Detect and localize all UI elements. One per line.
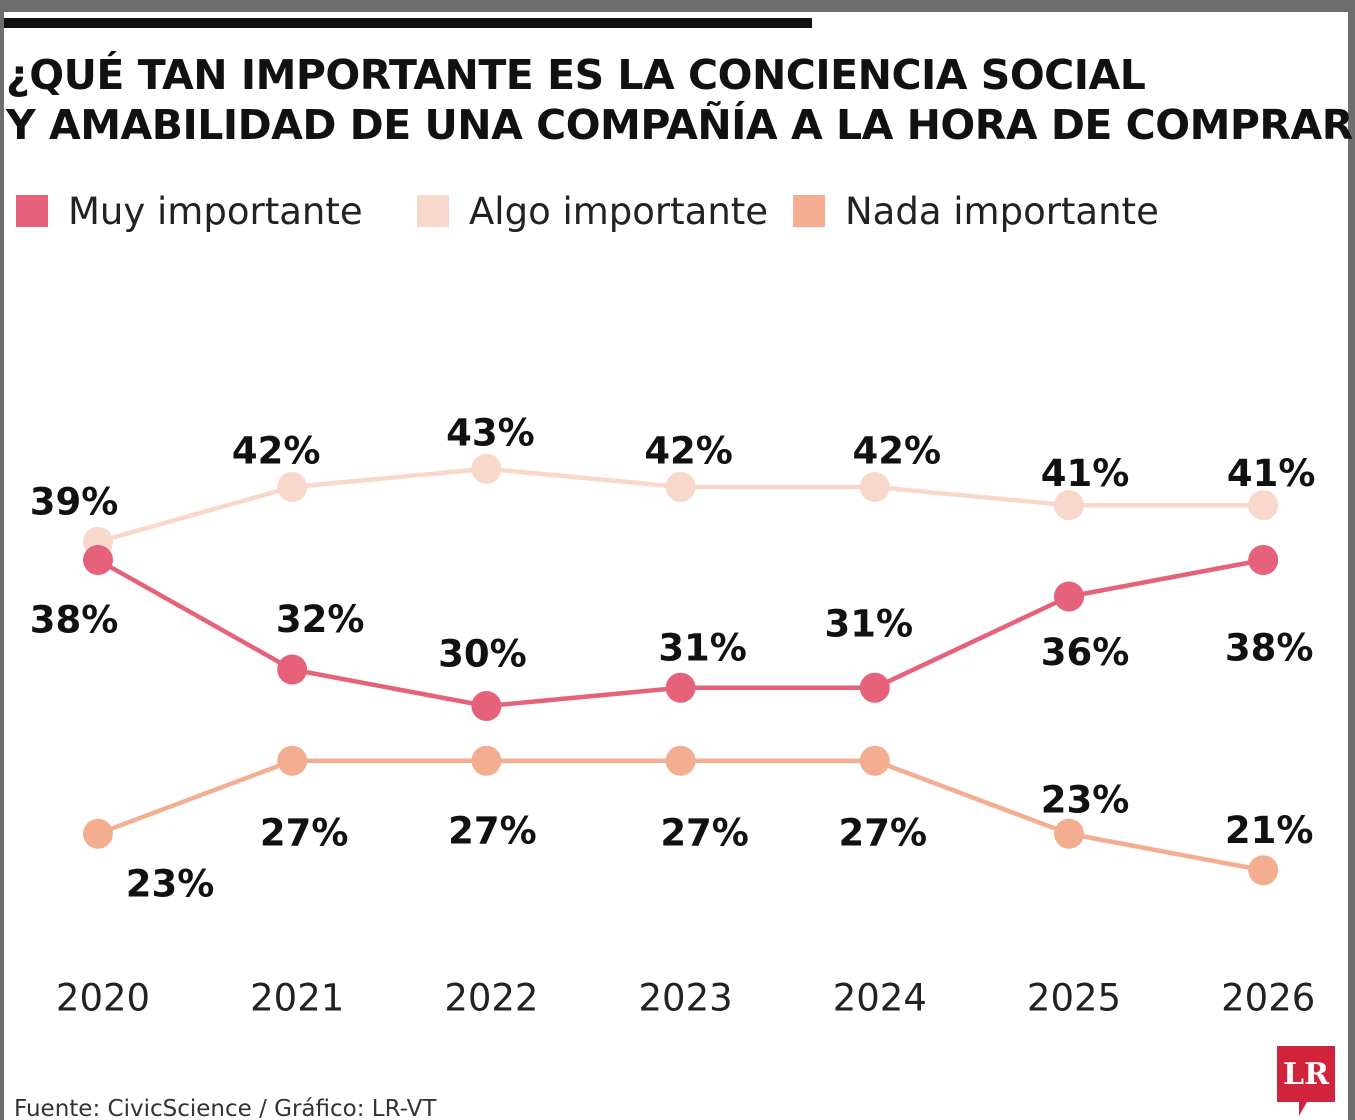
data-point-nada-importante-2023: [665, 745, 696, 776]
legend-item-algo-importante: Algo importante: [417, 186, 768, 236]
x-tick-label-2026: 2026: [1221, 977, 1315, 1020]
legend-swatch-nada-importante: [793, 195, 825, 227]
data-label-nada-importante-2020: 23%: [126, 862, 215, 905]
legend-item-muy-importante: Muy importante: [16, 186, 363, 236]
data-label-muy-importante-2021: 32%: [276, 598, 365, 641]
x-tick-label-2024: 2024: [833, 977, 927, 1020]
data-point-algo-importante-2024: [859, 472, 890, 502]
data-point-muy-importante-2026: [1248, 545, 1279, 575]
data-label-nada-importante-2021: 27%: [260, 811, 349, 854]
x-tick-label-2022: 2022: [444, 977, 538, 1020]
data-label-algo-importante-2020: 39%: [30, 480, 119, 523]
data-label-algo-importante-2022: 43%: [446, 411, 535, 454]
window-frame-right: [1348, 0, 1355, 1120]
legend-swatch-muy-importante: [16, 195, 48, 227]
chart-title-line-2: Y AMABILIDAD DE UNA COMPAÑÍA A LA HORA D…: [6, 101, 1355, 149]
legend-item-nada-importante: Nada importante: [793, 186, 1159, 236]
data-point-algo-importante-2026: [1248, 490, 1279, 521]
data-point-muy-importante-2023: [665, 672, 696, 703]
legend-label-nada-importante: Nada importante: [845, 189, 1159, 233]
data-point-muy-importante-2025: [1054, 581, 1084, 612]
title-accent-bar: [4, 18, 812, 28]
x-tick-label-2020: 2020: [56, 977, 150, 1020]
data-point-nada-importante-2020: [83, 818, 113, 849]
data-point-muy-importante-2022: [471, 691, 502, 721]
data-point-algo-importante-2021: [277, 472, 308, 502]
window-frame-left: [0, 0, 4, 1120]
x-tick-label-2025: 2025: [1027, 977, 1121, 1020]
data-point-nada-importante-2021: [277, 745, 308, 776]
data-point-muy-importante-2024: [859, 672, 890, 703]
data-label-muy-importante-2022: 30%: [438, 633, 527, 676]
data-label-muy-importante-2020: 38%: [30, 599, 119, 642]
legend-label-muy-importante: Muy importante: [68, 189, 363, 233]
window-frame-top: [0, 0, 1355, 12]
source-credit: Fuente: CivicScience / Gráfico: LR-VT: [14, 1096, 437, 1120]
data-label-muy-importante-2026: 38%: [1225, 627, 1314, 670]
data-label-algo-importante-2026: 41%: [1227, 452, 1316, 495]
data-point-algo-importante-2023: [665, 472, 696, 502]
data-point-muy-importante-2021: [277, 654, 308, 685]
chart-title-line-1: ¿QUÉ TAN IMPORTANTE ES LA CONCIENCIA SOC…: [6, 51, 1146, 99]
data-label-muy-importante-2025: 36%: [1041, 631, 1130, 674]
legend-swatch-algo-importante: [417, 195, 449, 227]
chart-legend: Muy importante Algo importante Nada impo…: [0, 186, 1340, 236]
data-point-nada-importante-2026: [1248, 855, 1279, 886]
data-label-nada-importante-2026: 21%: [1225, 809, 1314, 852]
data-point-muy-importante-2020: [83, 545, 113, 575]
data-label-algo-importante-2025: 41%: [1041, 452, 1130, 495]
lr-logo-text: LR: [1283, 1057, 1330, 1092]
data-point-nada-importante-2025: [1054, 818, 1084, 849]
data-label-nada-importante-2024: 27%: [839, 811, 928, 854]
data-label-muy-importante-2023: 31%: [658, 626, 747, 669]
data-label-nada-importante-2022: 27%: [448, 809, 537, 852]
lr-logo: LR: [1277, 1046, 1335, 1116]
data-point-nada-importante-2024: [859, 745, 890, 776]
chart-title: ¿QUÉ TAN IMPORTANTE ES LA CONCIENCIA SOC…: [6, 50, 1355, 150]
data-point-nada-importante-2022: [471, 745, 502, 776]
data-label-muy-importante-2024: 31%: [825, 602, 914, 645]
x-tick-label-2021: 2021: [250, 977, 344, 1020]
data-label-algo-importante-2023: 42%: [644, 430, 733, 473]
data-label-nada-importante-2025: 23%: [1041, 778, 1130, 821]
legend-label-algo-importante: Algo importante: [469, 189, 769, 233]
data-point-algo-importante-2025: [1054, 490, 1084, 521]
x-tick-label-2023: 2023: [639, 977, 733, 1020]
data-label-algo-importante-2021: 42%: [232, 430, 321, 473]
data-label-algo-importante-2024: 42%: [853, 430, 942, 473]
data-point-algo-importante-2022: [471, 453, 502, 484]
data-label-nada-importante-2023: 27%: [660, 811, 749, 854]
